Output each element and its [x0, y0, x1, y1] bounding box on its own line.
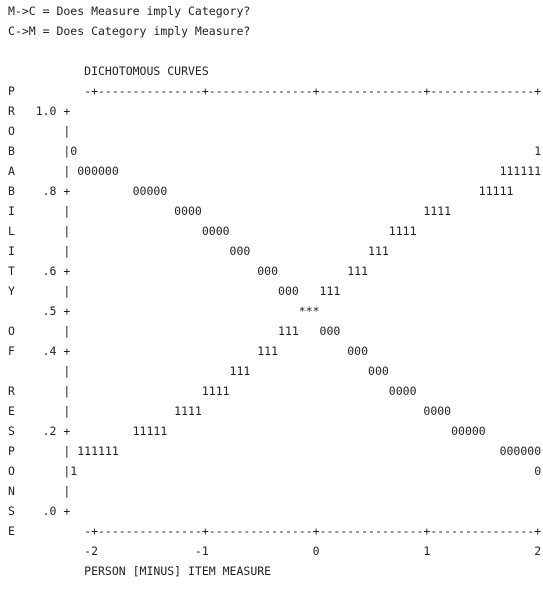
text-output: M->C = Does Measure imply Category? C->M …: [8, 1, 541, 581]
text-line: -2 -1 0 1 2: [8, 544, 542, 558]
text-line: O |: [8, 124, 71, 138]
text-line: Y | 000 111: [8, 284, 341, 298]
text-line: N |: [8, 484, 71, 498]
text-line: O | 111 000: [8, 324, 341, 338]
text-line: DICHOTOMOUS CURVES: [8, 64, 209, 78]
text-line: A | 000000 111111: [8, 164, 542, 178]
text-line: O |1 0: [8, 464, 542, 478]
text-line: E | 1111 0000: [8, 404, 452, 418]
text-line: | 111 000: [8, 364, 389, 378]
text-line: R | 1111 0000: [8, 384, 417, 398]
text-line: B .8 + 00000 11111: [8, 184, 514, 198]
text-line: I | 0000 1111: [8, 204, 452, 218]
text-line: S .0 +: [8, 504, 71, 518]
text-line: S .2 + 11111 00000: [8, 424, 486, 438]
text-line: L | 0000 1111: [8, 224, 417, 238]
text-line: .5 + ***: [8, 304, 320, 318]
text-line: E -+---------------+---------------+----…: [8, 524, 542, 538]
text-line: P | 111111 000000: [8, 444, 542, 458]
text-line: I | 000 111: [8, 244, 389, 258]
text-line: M->C = Does Measure imply Category?: [8, 4, 251, 18]
text-line: PERSON [MINUS] ITEM MEASURE: [8, 564, 272, 578]
text-line: T .6 + 000 111: [8, 264, 369, 278]
text-line: B |0 1: [8, 144, 542, 158]
text-line: F .4 + 111 000: [8, 344, 369, 358]
text-line: R 1.0 +: [8, 104, 71, 118]
text-line: C->M = Does Category imply Measure?: [8, 24, 251, 38]
text-line: P -+---------------+---------------+----…: [8, 84, 542, 98]
